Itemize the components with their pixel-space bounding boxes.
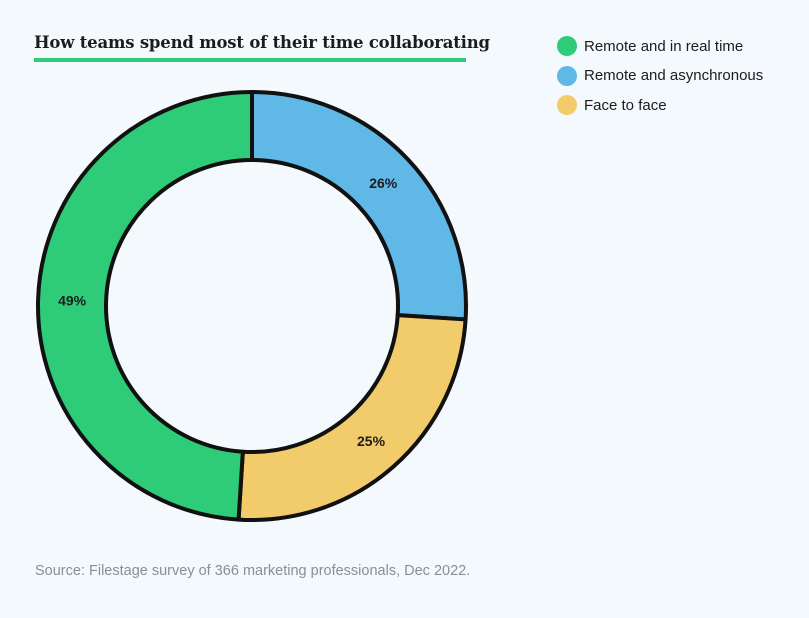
source-note: Source: Filestage survey of 366 marketin… (35, 563, 471, 579)
chart-title-block: How teams spend most of their time colla… (34, 33, 490, 62)
legend-label-asynchronous: Remote and asynchronous (584, 67, 764, 84)
legend-swatch-face-to-face (557, 95, 577, 115)
slice-label-face-to-face: 25% (357, 433, 386, 449)
title-underline (34, 58, 466, 62)
slice-label-remote-and-in-real-time: 49% (58, 292, 87, 308)
legend-item-face-to-face: Face to face (557, 95, 763, 115)
slice-remote-and-in-real-time (35, 90, 254, 522)
legend-swatch-real-time (557, 36, 577, 56)
legend: Remote and in real time Remote and async… (557, 36, 763, 125)
slice-remote-and-asynchronous (250, 90, 468, 322)
slice-label-remote-and-asynchronous: 26% (369, 175, 398, 191)
legend-label-real-time: Remote and in real time (584, 37, 744, 55)
legend-swatch-asynchronous (557, 65, 577, 86)
slice-face-to-face (236, 313, 468, 522)
legend-label-face-to-face: Face to face (584, 96, 667, 114)
chart-title: How teams spend most of their time colla… (34, 33, 490, 52)
legend-item-asynchronous: Remote and asynchronous (557, 65, 764, 86)
legend-item-real-time: Remote and in real time (557, 36, 763, 56)
